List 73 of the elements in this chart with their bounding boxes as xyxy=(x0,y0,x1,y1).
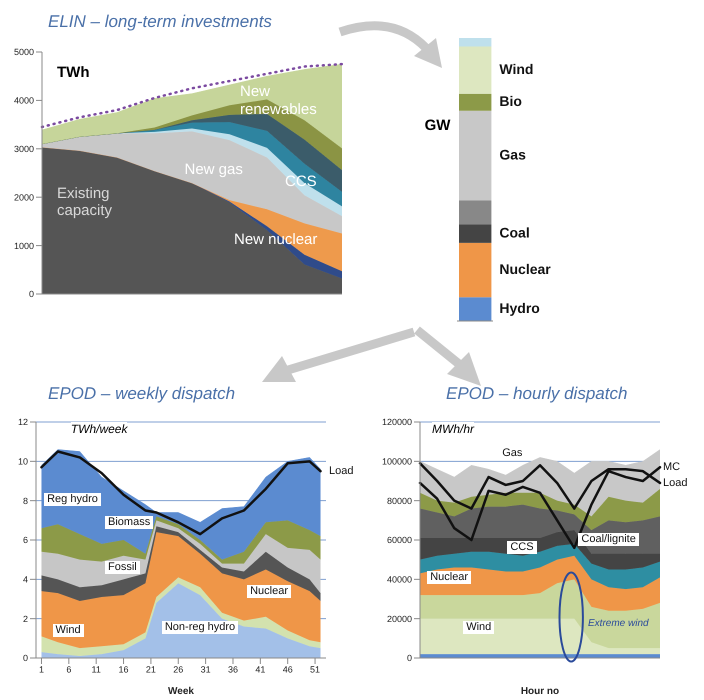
line-series xyxy=(418,466,662,550)
x-tick-label: 46 xyxy=(282,664,293,674)
y-tick-label: 2 xyxy=(22,614,28,624)
series-label: Coal/lignite xyxy=(578,533,639,546)
series-label: Gas xyxy=(499,146,526,162)
y-axis-title: MWh/hr xyxy=(432,422,474,436)
y-axis-title: GW xyxy=(424,117,450,134)
series-label: Non-reg hydro xyxy=(162,620,238,634)
x-tick-label: 11 xyxy=(92,664,101,674)
y-tick-label: 0 xyxy=(22,653,28,664)
series-label: Nuclear xyxy=(427,571,472,584)
series-label: Wind xyxy=(499,60,534,77)
series-label: Reg hydro xyxy=(44,492,101,506)
y-tick-label: 4 xyxy=(22,574,28,585)
y-tick-label: 4000 xyxy=(14,96,34,106)
series-label: Biomass xyxy=(105,516,154,530)
y-tick-label: 80000 xyxy=(386,496,412,506)
y-tick-label: 40000 xyxy=(386,574,412,585)
series-label: Wind xyxy=(52,624,84,637)
series-label: MC xyxy=(663,460,680,474)
series-label: Load xyxy=(663,476,688,490)
x-tick-label: 26 xyxy=(173,664,184,674)
series-label: Load xyxy=(329,464,354,478)
annotation: Extreme wind xyxy=(588,618,649,629)
x-tick-label: 6 xyxy=(66,664,72,674)
chart-title: ELIN – long-term investments xyxy=(48,12,272,32)
bar xyxy=(459,110,492,200)
series-label: Coal xyxy=(499,224,530,240)
y-tick-label: 0 xyxy=(28,289,34,300)
x-axis-title: Week xyxy=(168,686,194,697)
series-label: Nuclear xyxy=(499,260,552,277)
series-label: CCS xyxy=(507,540,537,554)
y-tick-label: 6 xyxy=(22,535,28,546)
y-tick-label: 5000 xyxy=(14,47,34,58)
x-tick-label: 1 xyxy=(38,664,44,674)
bar xyxy=(459,38,492,46)
y-tick-label: 12 xyxy=(18,417,28,428)
x-axis-title: Hour no xyxy=(520,686,560,697)
bar xyxy=(459,46,492,94)
y-tick-label: 100000 xyxy=(382,456,412,467)
y-tick-label: 20000 xyxy=(386,614,412,624)
x-tick-label: 41 xyxy=(255,664,266,674)
y-tick-label: 0 xyxy=(406,653,412,664)
series-label: Wind xyxy=(463,620,494,634)
line-series xyxy=(40,450,322,536)
y-tick-label: 10 xyxy=(18,456,28,467)
x-tick-label: 51 xyxy=(310,664,320,674)
series-label: Bio xyxy=(499,92,522,109)
y-axis-title: TWh/week xyxy=(70,422,128,436)
bar xyxy=(459,224,492,243)
series-label: Nuclear xyxy=(247,584,292,598)
y-tick-label: 2000 xyxy=(14,192,34,202)
x-tick-label: 36 xyxy=(228,664,238,674)
y-tick-label: 3000 xyxy=(14,144,34,154)
series-label: Fossil xyxy=(105,560,140,574)
y-tick-label: 8 xyxy=(22,496,28,506)
bar xyxy=(459,94,492,111)
series-label: Gas xyxy=(499,447,526,460)
series-label: Hydro xyxy=(499,300,540,316)
bar xyxy=(459,297,492,321)
chart-title: EPOD – hourly dispatch xyxy=(446,384,628,404)
chart-title: EPOD – weekly dispatch xyxy=(48,384,236,404)
bar xyxy=(459,242,492,298)
y-axis-title: TWh xyxy=(57,64,90,82)
x-tick-label: 21 xyxy=(146,664,156,674)
x-tick-label: 31 xyxy=(200,664,211,674)
series-label: New renewables xyxy=(240,83,318,118)
y-tick-label: 60000 xyxy=(386,535,412,546)
y-tick-label: 1000 xyxy=(14,240,34,251)
series-label: Existing capacity xyxy=(57,185,114,220)
y-tick-label: 120000 xyxy=(382,417,412,428)
x-tick-label: 16 xyxy=(118,664,129,674)
bar xyxy=(459,200,492,224)
